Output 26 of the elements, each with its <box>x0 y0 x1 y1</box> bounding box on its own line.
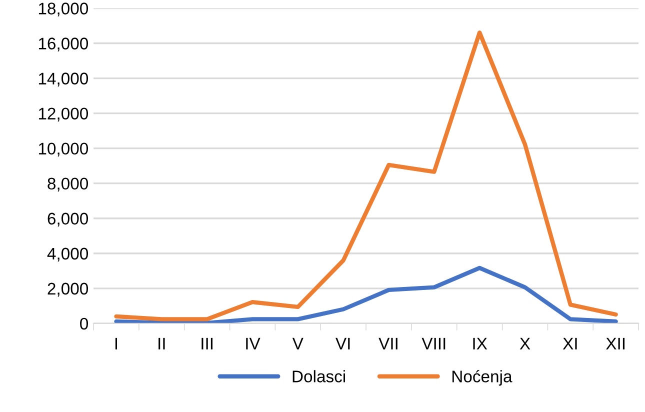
x-tick-label: VII <box>378 338 398 350</box>
legend-label: Noćenja <box>452 370 512 386</box>
y-tick-label: 6,000 <box>48 212 88 227</box>
y-tick-label: 16,000 <box>38 38 88 52</box>
y-tick-label: 2,000 <box>48 282 88 297</box>
x-tick-label: IX <box>473 338 488 350</box>
y-tick-label: 12,000 <box>38 108 88 122</box>
x-tick-label: XI <box>562 338 577 350</box>
x-tick-label: I <box>115 338 118 350</box>
y-tick-label: 10,000 <box>38 142 88 156</box>
y-tick-label: 18,000 <box>38 2 88 16</box>
x-tick-label: V <box>292 338 304 350</box>
y-tick-label: 14,000 <box>38 72 88 86</box>
x-tick-label: X <box>520 338 530 350</box>
x-tick-label: III <box>202 338 212 350</box>
y-tick-label: 4,000 <box>47 248 88 262</box>
y-tick-label: 8,000 <box>48 178 88 192</box>
x-tick-label: II <box>158 338 165 350</box>
x-tick-label: VI <box>336 338 350 350</box>
y-tick-label: 0 <box>80 318 88 330</box>
line-series <box>114 266 618 324</box>
legend-label: Dolasci <box>292 370 345 382</box>
x-tick-label: VIII <box>422 338 446 350</box>
x-tick-label: XII <box>606 338 624 350</box>
line-series <box>114 30 618 322</box>
x-tick-label: IV <box>246 338 260 350</box>
